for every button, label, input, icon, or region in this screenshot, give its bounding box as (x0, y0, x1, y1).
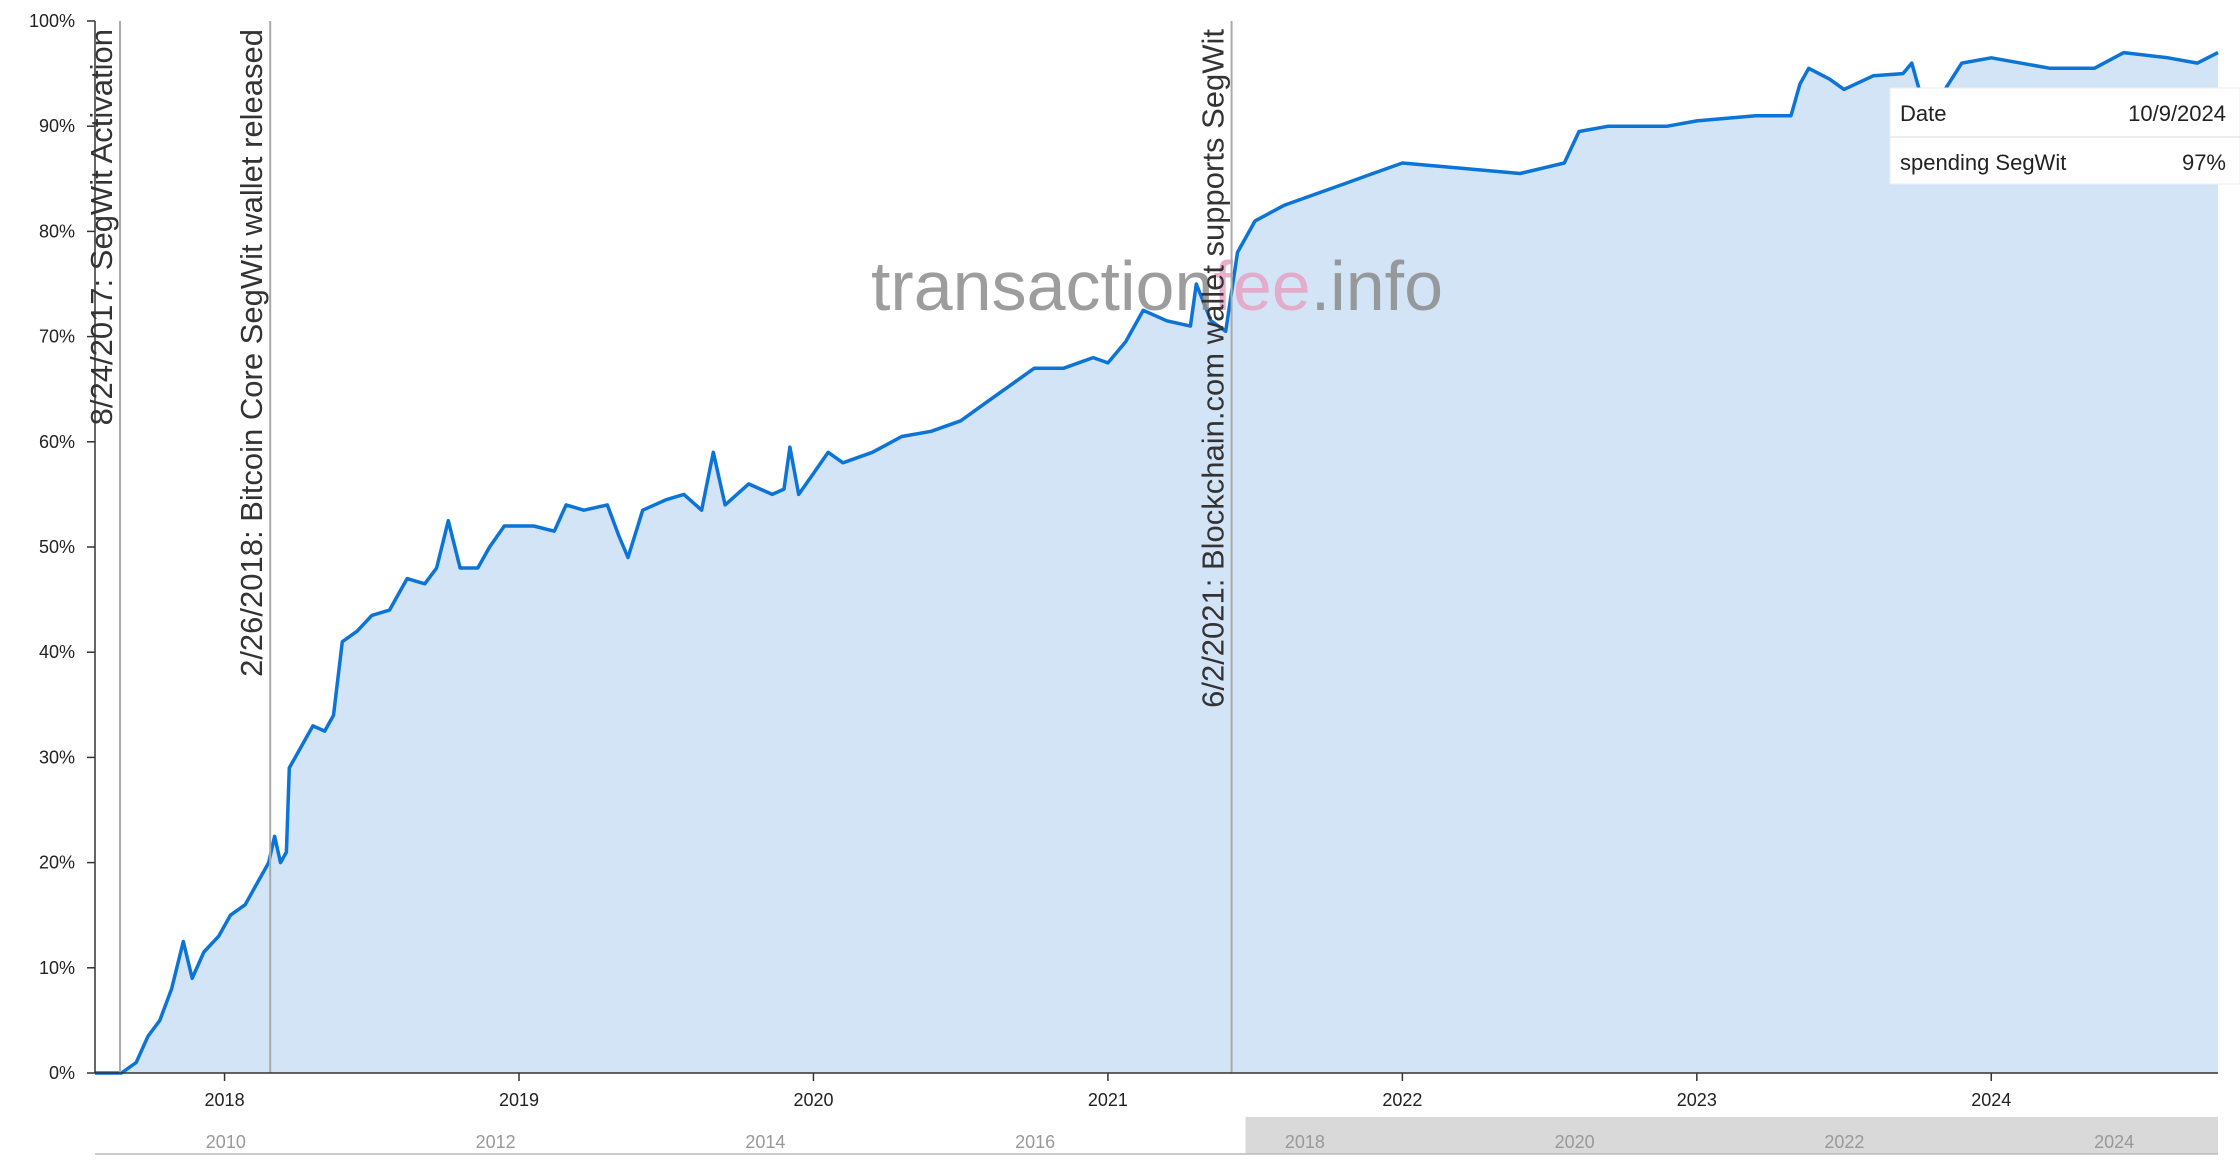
y-tick-label: 40% (39, 642, 75, 662)
y-tick-label: 0% (49, 1063, 75, 1083)
navigator-tick-label: 2024 (2094, 1132, 2134, 1152)
annotation-label: 6/2/2021: Blockchain.com wallet supports… (1196, 29, 1231, 708)
y-tick-label: 20% (39, 853, 75, 873)
navigator-selection (1245, 1117, 2218, 1154)
navigator-tick-label: 2012 (476, 1132, 516, 1152)
tooltip-date: 10/9/2024 (2128, 101, 2226, 126)
y-tick-label: 10% (39, 958, 75, 978)
tooltip-series-name: spending SegWit (1900, 150, 2066, 175)
x-tick-label: 2023 (1677, 1090, 1717, 1110)
watermark: transactionfee.info (871, 247, 1443, 325)
navigator-tick-label: 2014 (745, 1132, 785, 1152)
x-tick-label: 2020 (793, 1090, 833, 1110)
x-tick-label: 2018 (205, 1090, 245, 1110)
y-tick-label: 90% (39, 116, 75, 136)
x-tick-label: 2024 (1971, 1090, 2011, 1110)
tooltip-box (1889, 87, 2240, 185)
navigator-tick-label: 2010 (206, 1132, 246, 1152)
line (95, 50, 2219, 1075)
navigator-tick-label: 2018 (1285, 1132, 1325, 1152)
tooltip-value: 97% (2182, 150, 2226, 175)
tooltip-date-label: Date (1900, 101, 1946, 126)
y-tick-label: 50% (39, 537, 75, 557)
x-tick-label: 2022 (1382, 1090, 1422, 1110)
watermark-part: fee (1213, 247, 1310, 325)
navigator-tick-label: 2022 (1824, 1132, 1864, 1152)
navigator-tick-label: 2020 (1555, 1132, 1595, 1152)
x-tick-label: 2021 (1088, 1090, 1128, 1110)
y-tick-label: 100% (29, 11, 75, 31)
y-tick-label: 70% (39, 327, 75, 347)
x-tick-label: 2019 (499, 1090, 539, 1110)
y-tick-label: 80% (39, 221, 75, 241)
y-tick-label: 60% (39, 432, 75, 452)
watermark-part: .info (1311, 247, 1443, 325)
annotation-label: 2/26/2018: Bitcoin Core SegWit wallet re… (234, 29, 269, 677)
area-fill (95, 52, 2218, 1074)
watermark-part: transaction (871, 247, 1213, 325)
tooltip: Date 10/9/2024 spending SegWit 97% (1889, 87, 2240, 185)
navigator-tick-label: 2016 (1015, 1132, 1055, 1152)
annotation-label: 8/24/2017: SegWit Activation (84, 29, 119, 425)
y-tick-label: 30% (39, 747, 75, 767)
